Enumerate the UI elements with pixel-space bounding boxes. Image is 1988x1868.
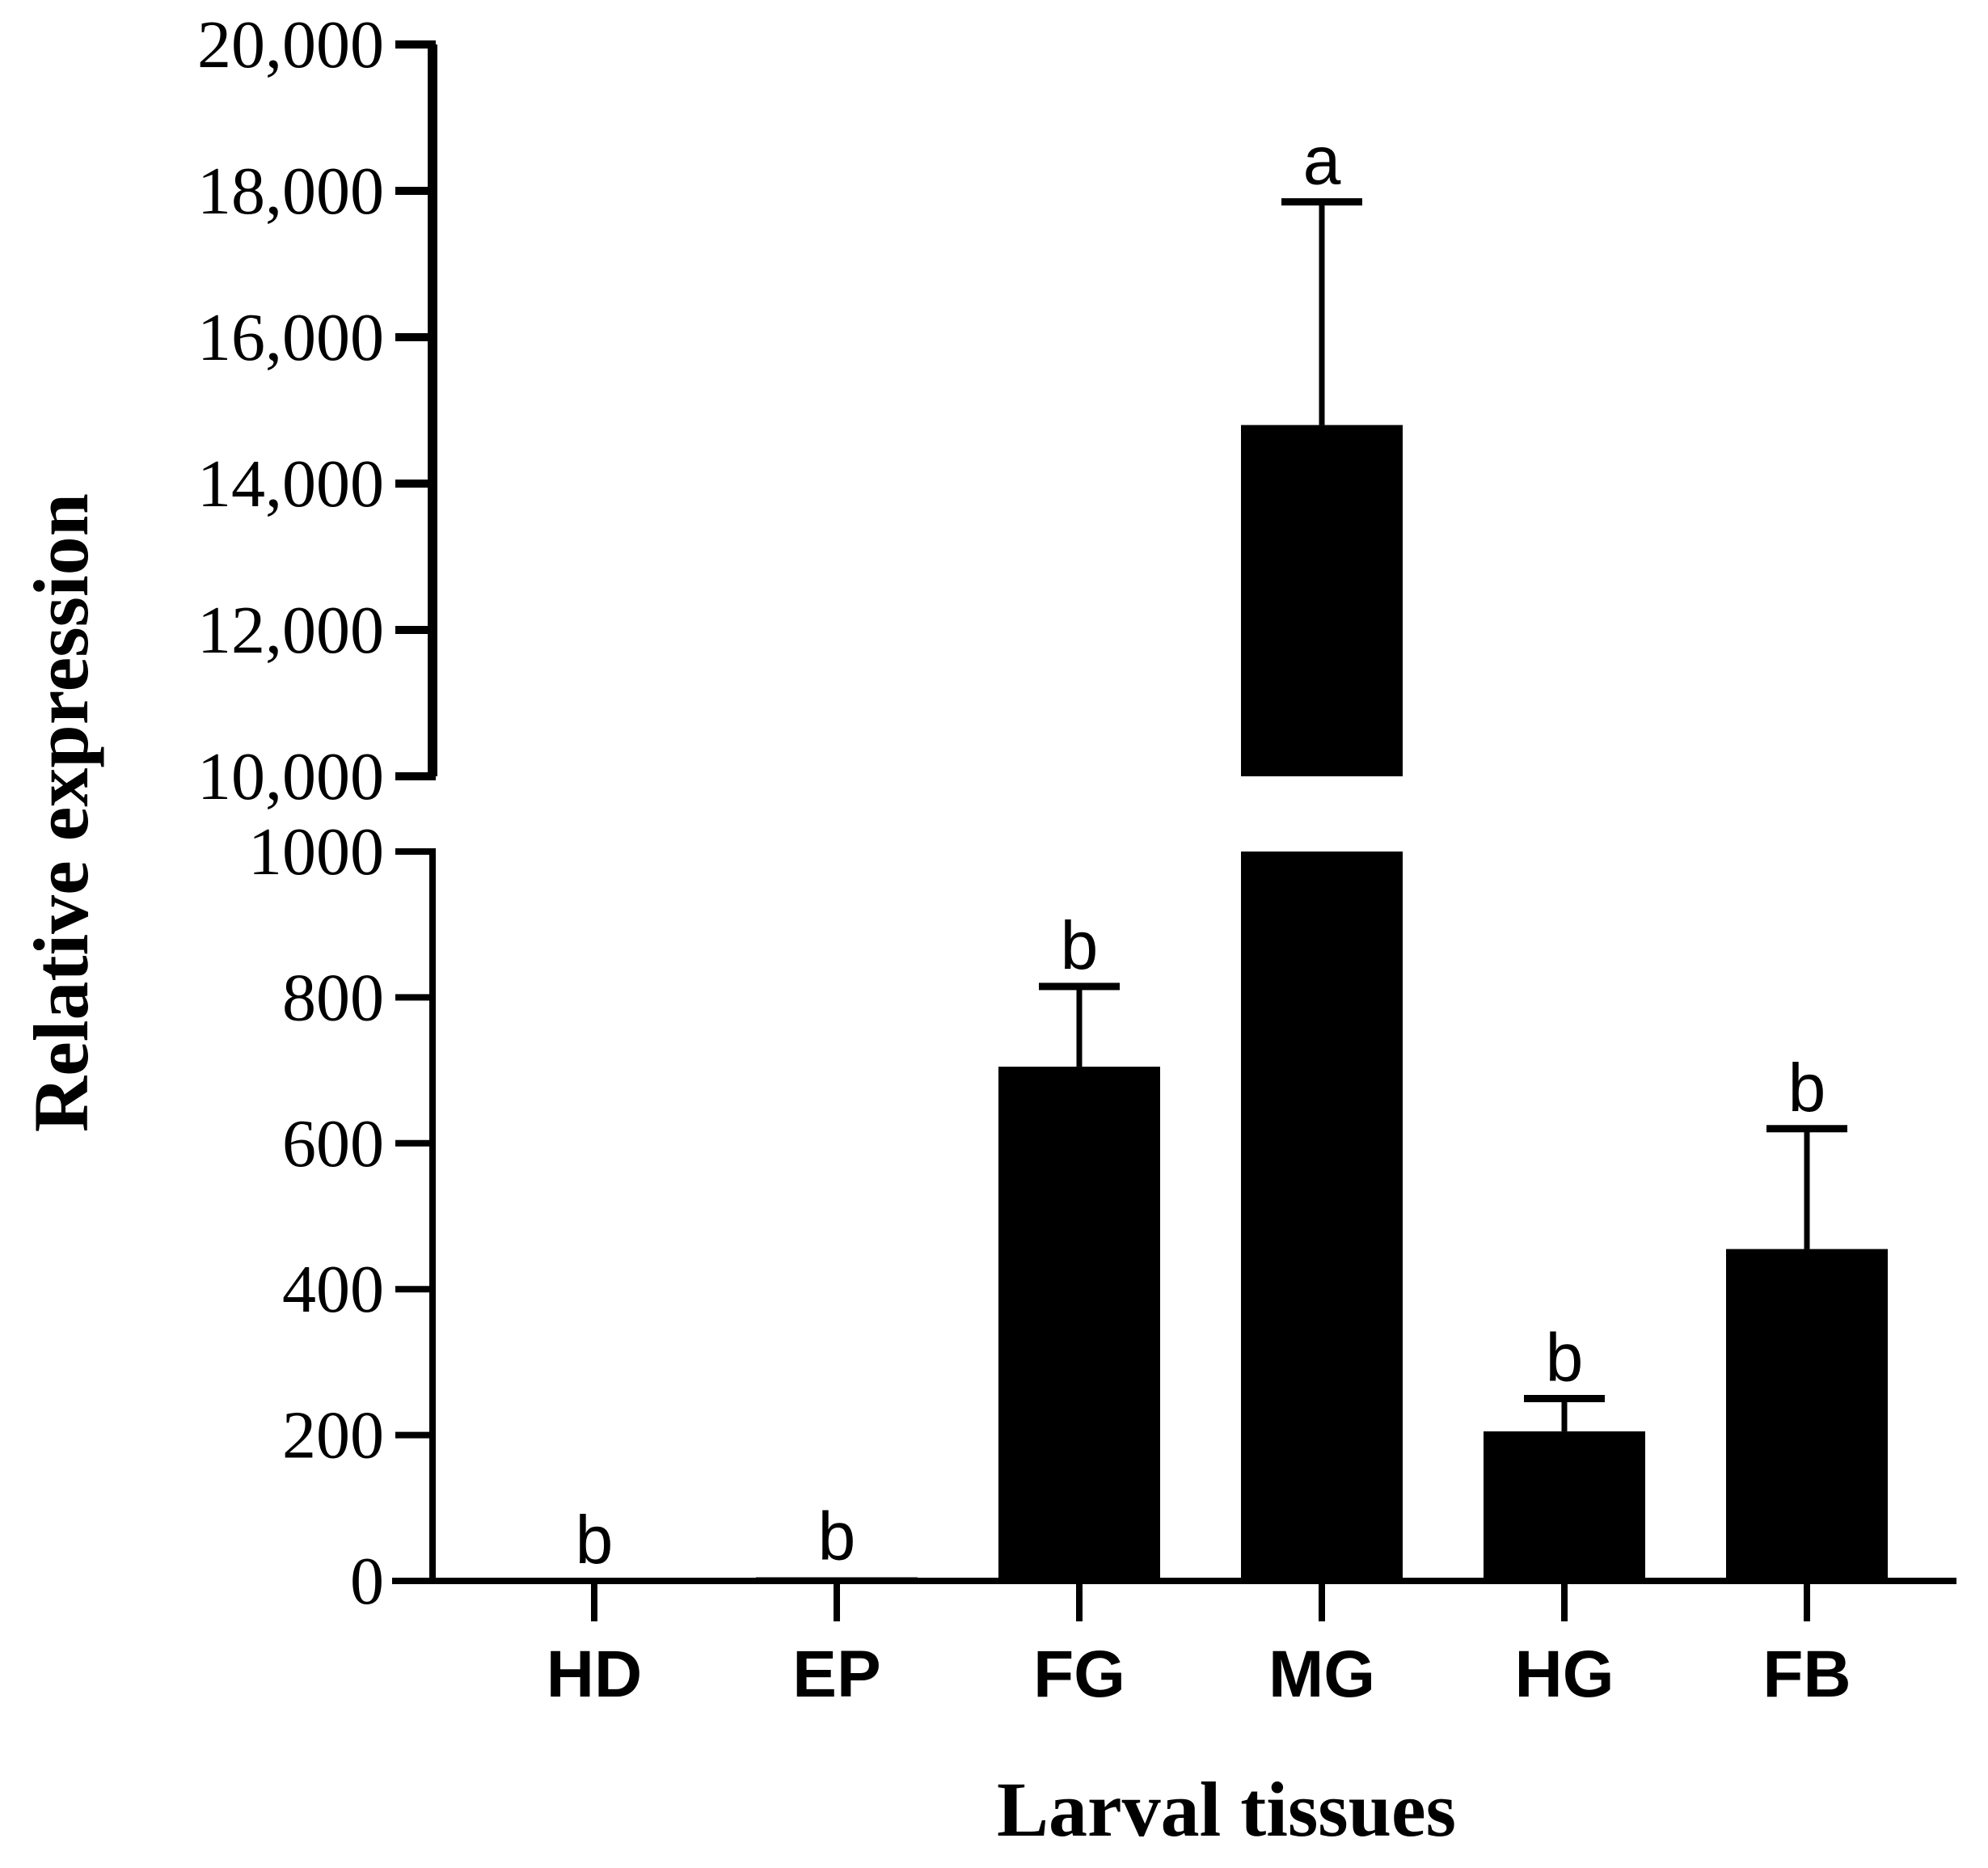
error-bar-group [1039, 198, 1847, 1432]
y-tick-label: 800 [282, 960, 384, 1035]
x-tick-label: EP [792, 1638, 880, 1711]
significance-label-fb: b [1788, 1050, 1826, 1126]
bar-fg [998, 1067, 1160, 1581]
y-tick-label: 10,000 [197, 739, 384, 814]
significance-labels: b b b a b b [576, 123, 1826, 1578]
y-tick-label: 20,000 [197, 7, 384, 82]
significance-label-fg: b [1061, 907, 1099, 983]
y-tick-label: 0 [350, 1544, 384, 1619]
bar-hd [513, 1579, 675, 1581]
bar-ep [756, 1577, 918, 1581]
y-tick-label: 600 [282, 1106, 384, 1181]
significance-label-hg: b [1546, 1320, 1584, 1396]
bar-fb [1726, 1249, 1888, 1581]
category-labels: HD EP FG MG HG FB [547, 1581, 1851, 1711]
y-tick-label: 18,000 [197, 154, 384, 229]
bar-mg-upper [1241, 425, 1403, 776]
significance-label-hd: b [576, 1502, 614, 1578]
y-tick-label: 12,000 [197, 593, 384, 668]
x-tick-label: FB [1762, 1638, 1851, 1711]
bar-group [513, 425, 1888, 1581]
axes-group [392, 44, 1956, 1584]
bar-mg-lower [1241, 852, 1403, 1581]
x-tick-label: HG [1515, 1638, 1614, 1711]
x-tick-label: MG [1268, 1638, 1375, 1711]
y-tick-label: 14,000 [197, 446, 384, 522]
y-tick-label: 200 [282, 1398, 384, 1473]
y-tick-label: 16,000 [197, 300, 384, 375]
x-axis-title: Larval tissues [997, 1766, 1456, 1853]
y-axis-title: Relative expression [18, 493, 104, 1132]
significance-label-ep: b [818, 1498, 856, 1574]
y-tick-label: 400 [282, 1252, 384, 1327]
y-tick-label: 1000 [248, 814, 384, 890]
x-tick-label: FG [1033, 1638, 1125, 1711]
x-tick-label: HD [547, 1638, 642, 1711]
significance-label-mg: a [1303, 123, 1341, 199]
bar-hg [1484, 1431, 1645, 1581]
